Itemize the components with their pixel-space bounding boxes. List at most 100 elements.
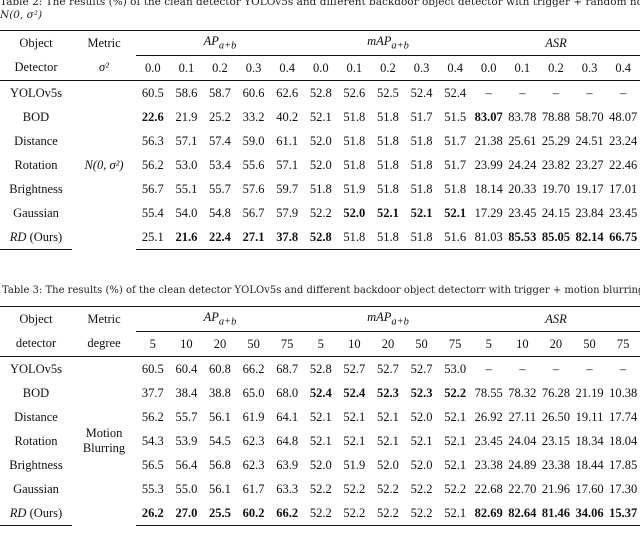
table-cell: 52.2 <box>303 501 338 526</box>
table3-level-header: 50 <box>572 331 607 357</box>
table-cell: 58.7 <box>209 85 231 100</box>
table-cell: 19.70 <box>541 181 570 196</box>
table-row: BOD 37.7 38.4 38.8 65.0 68.0 52.4 52.4 52.3 52.3 5… <box>0 381 640 405</box>
table-cell: 51.9 <box>343 181 366 196</box>
table-cell: 51.8 <box>377 109 399 124</box>
table-cell: 60.5 <box>141 361 164 376</box>
table-cell: 25.2 <box>209 109 231 124</box>
table2-level-header: 0.3 <box>404 55 439 81</box>
table-cell: 17.60 <box>575 481 604 496</box>
table-cell: 83.78 <box>508 109 537 124</box>
table-cell: 18.34 <box>575 433 604 448</box>
table-cell: 55.3 <box>141 481 164 496</box>
table-cell: 56.1 <box>209 409 231 424</box>
table-cell: – <box>586 361 593 376</box>
table-cell: 52.1 <box>410 205 433 220</box>
detector-name: YOLOv5s <box>9 85 63 100</box>
table-cell: 56.3 <box>141 133 164 148</box>
table3-col-degree-header: degree <box>72 331 136 357</box>
table3-header-row1: Object Metric APa+b mAPa+b ASR <box>0 306 640 332</box>
table-cell: 10.38 <box>609 385 638 400</box>
table-cell: 52.2 <box>309 481 332 496</box>
table3-caption: Table 3: The results (%) of the clean de… <box>2 285 640 296</box>
table-cell: 64.8 <box>276 433 299 448</box>
detector-name: Brightness <box>9 181 63 196</box>
table-cell: 52.7 <box>343 361 366 376</box>
table-cell: 60.8 <box>209 361 231 376</box>
table-cell: 56.5 <box>141 457 164 472</box>
table-cell: 20.33 <box>508 181 537 196</box>
table-cell: 51.8 <box>377 133 399 148</box>
table-cell: 23.99 <box>474 157 503 172</box>
table-cell: 23.45 <box>508 205 537 220</box>
detector-name: YOLOv5s <box>9 361 63 376</box>
table3-col-metric-header: Metric <box>72 306 136 332</box>
table-cell: – <box>519 361 526 376</box>
table-row: YOLOv5s N(0, σ²) 60.5 58.6 58.7 60.6 62.6 52.8 5… <box>0 81 640 172</box>
table-cell: 19.17 <box>575 181 604 196</box>
table-cell: 64.1 <box>276 409 299 424</box>
table-cell: 59.7 <box>276 181 299 196</box>
table-cell: 55.0 <box>175 481 198 496</box>
table-cell: 23.15 <box>541 433 570 448</box>
table-cell: 52.1 <box>444 205 467 220</box>
table-cell: 53.0 <box>444 361 467 376</box>
table-cell: 55.7 <box>175 409 198 424</box>
table2-level-header: 0.2 <box>203 55 237 81</box>
table-cell: 17.74 <box>609 409 638 424</box>
table-cell: 52.1 <box>309 109 332 124</box>
table-cell: 61.1 <box>276 133 299 148</box>
table-cell: 61.7 <box>242 481 265 496</box>
table-cell: 34.06 <box>572 501 607 526</box>
table-cell: 59.0 <box>242 133 265 148</box>
table-cell: 51.5 <box>444 109 467 124</box>
table-cell: 82.64 <box>505 501 540 526</box>
table-cell: 52.0 <box>309 457 332 472</box>
table-cell: 62.3 <box>242 457 265 472</box>
table-cell: 66.75 <box>606 225 640 250</box>
table-cell: 63.9 <box>276 457 299 472</box>
table-cell: 60.5 <box>141 85 164 100</box>
table-cell: 52.2 <box>404 501 439 526</box>
table3-results: Object Metric APa+b mAPa+b ASR detector … <box>0 306 640 526</box>
table-cell: 53.4 <box>209 157 231 172</box>
table3-level-header: 20 <box>539 331 573 357</box>
table2-level-header: 0.3 <box>236 55 271 81</box>
table-cell: 51.8 <box>309 181 332 196</box>
table-cell: 52.0 <box>309 133 332 148</box>
table-cell: 52.2 <box>377 481 399 496</box>
table-cell: 78.55 <box>474 385 503 400</box>
table-cell: 65.0 <box>242 385 265 400</box>
table-cell: 52.1 <box>343 409 366 424</box>
table-cell: 68.0 <box>276 385 299 400</box>
table-cell: 52.1 <box>438 501 472 526</box>
table-cell: 52.8 <box>303 225 338 250</box>
table-cell: 60.4 <box>175 361 198 376</box>
table-cell: 17.85 <box>609 457 638 472</box>
table-cell: – <box>620 85 627 100</box>
table-cell: 52.0 <box>410 457 433 472</box>
table3-level-header: 10 <box>169 331 204 357</box>
table-cell: 52.0 <box>309 157 332 172</box>
table-cell: 53.0 <box>175 157 198 172</box>
table-cell: 24.24 <box>508 157 537 172</box>
table-cell: 55.4 <box>141 205 164 220</box>
table-cell: 52.2 <box>309 205 332 220</box>
table-cell: 52.1 <box>309 433 332 448</box>
table-cell: 22.68 <box>474 481 503 496</box>
table2-level-header: 0.0 <box>471 55 506 81</box>
table-cell: 51.8 <box>343 133 366 148</box>
table-cell: 52.3 <box>377 385 399 400</box>
table3-group-ap: APa+b <box>136 306 304 332</box>
table-cell: 61.9 <box>242 409 265 424</box>
table-cell: 85.53 <box>505 225 540 250</box>
table-cell: 24.04 <box>508 433 537 448</box>
table3-level-header: 10 <box>337 331 372 357</box>
table-cell: 57.4 <box>209 133 231 148</box>
table2-level-header: 0.1 <box>169 55 204 81</box>
table2-header-row1: Object Metric APa+b mAPa+b ASR <box>0 30 640 56</box>
table-cell: 82.14 <box>572 225 607 250</box>
table-cell: 52.4 <box>410 85 433 100</box>
table-cell: 19.11 <box>575 409 604 424</box>
